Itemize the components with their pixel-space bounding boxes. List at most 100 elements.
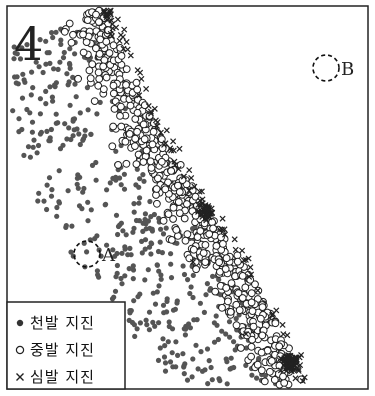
deep-quake-cross [205, 205, 212, 212]
shallow-quake-dot [74, 181, 80, 187]
shallow-quake-dot [215, 336, 221, 343]
deep-quake-cross [157, 129, 164, 136]
intermediate-quake-circle [176, 161, 185, 169]
shallow-quake-dot [29, 129, 35, 135]
intermediate-quake-circle [74, 74, 82, 83]
legend-box [6, 301, 126, 390]
shallow-quake-dot [146, 309, 153, 315]
shallow-quake-dot [161, 354, 168, 360]
intermediate-quake-circle [148, 140, 157, 149]
shallow-quake-dot [104, 242, 110, 248]
shallow-quake-dot [166, 319, 172, 325]
shallow-quake-dot [190, 356, 196, 362]
shallow-quake-dot [224, 381, 230, 387]
shallow-quake-dot [74, 126, 80, 132]
intermediate-quake-circle [85, 66, 94, 75]
intermediate-quake-circle [164, 210, 173, 219]
deep-quake-cross [147, 110, 155, 117]
shallow-quake-dot [62, 121, 68, 127]
intermediate-quake-circle [238, 294, 247, 302]
shallow-quake-dot [52, 82, 58, 88]
shallow-quake-dot [211, 320, 217, 326]
deep-quake-cross [247, 264, 254, 271]
site-b-marker [312, 54, 340, 82]
shallow-quake-dot [47, 135, 53, 141]
shallow-quake-dot [53, 29, 59, 35]
shallow-quake-dot [46, 175, 53, 181]
shallow-quake-dot [137, 176, 143, 182]
shallow-quake-dot [168, 251, 174, 257]
deep-quake-cross [138, 75, 145, 82]
shallow-quake-dot [68, 249, 74, 255]
intermediate-quake-circle [131, 134, 140, 143]
deep-quake-cross [109, 25, 116, 32]
shallow-quake-dot [17, 56, 24, 62]
deep-quake-cross [218, 226, 226, 233]
shallow-quake-dot [211, 339, 218, 345]
shallow-quake-dot [163, 225, 169, 231]
deep-quake-cross [151, 105, 158, 112]
deep-quake-cross [242, 330, 250, 338]
shallow-quake-dot [203, 292, 209, 298]
shallow-quake-dot [131, 225, 137, 231]
shallow-quake-dot [84, 249, 90, 255]
deep-quake-cross [191, 183, 198, 190]
shallow-quake-dot [33, 59, 39, 65]
deep-quake-cross [221, 231, 229, 238]
shallow-quake-dot [156, 283, 162, 289]
intermediate-quake-circle [218, 303, 226, 312]
shallow-quake-dot [66, 79, 72, 85]
shallow-quake-dot [58, 41, 64, 48]
deep-quake-cross [123, 38, 130, 46]
shallow-quake-dot [88, 207, 94, 213]
shallow-quake-dot [113, 212, 120, 218]
shallow-quake-dot [168, 261, 174, 267]
intermediate-quake-circle [234, 289, 243, 298]
intermediate-quake-circle [159, 216, 168, 225]
intermediate-quake-circle [139, 158, 148, 166]
shallow-quake-dot [122, 273, 128, 279]
shallow-quake-dot [94, 111, 100, 117]
shallow-quake-dot [37, 37, 43, 43]
shallow-quake-dot [133, 182, 139, 188]
shallow-quake-dot [142, 211, 148, 217]
shallow-quake-dot [160, 231, 167, 237]
shallow-quake-dot [60, 142, 66, 148]
shallow-quake-dot [210, 273, 216, 279]
intermediate-quake-circle [117, 122, 126, 131]
shallow-quake-dot [213, 313, 219, 319]
shallow-quake-dot [70, 74, 76, 80]
shallow-earthquakes [10, 26, 283, 387]
shallow-quake-dot [160, 302, 167, 308]
shallow-quake-dot [154, 289, 160, 295]
shallow-quake-dot [48, 193, 55, 199]
shallow-quake-dot [181, 271, 188, 278]
intermediate-quake-circle [222, 284, 231, 292]
shallow-quake-dot [27, 110, 33, 116]
shallow-quake-dot [119, 281, 125, 287]
shallow-quake-dot [161, 310, 167, 316]
intermediate-quake-circle [232, 300, 241, 309]
shallow-quake-dot [147, 198, 153, 205]
intermediate-quake-circle [131, 142, 139, 151]
intermediate-quake-circle [109, 81, 118, 90]
deep-quake-cross [154, 119, 161, 126]
shallow-quake-dot [130, 267, 137, 273]
intermediate-quake-circle [169, 203, 178, 212]
intermediate-quake-circle [248, 335, 257, 344]
intermediate-quake-circle [183, 200, 191, 208]
shallow-quake-dot [25, 144, 32, 150]
shallow-quake-dot [27, 154, 33, 160]
shallow-quake-dot [35, 142, 42, 149]
shallow-quake-dot [130, 263, 136, 269]
shallow-quake-dot [36, 64, 42, 70]
shallow-quake-dot [50, 34, 56, 41]
shallow-quake-dot [49, 94, 56, 100]
shallow-quake-dot [169, 326, 176, 332]
shallow-quake-dot [56, 200, 63, 206]
shallow-quake-dot [94, 268, 100, 274]
intermediate-quake-circle [95, 75, 104, 83]
intermediate-quake-circle [152, 185, 161, 193]
shallow-quake-dot [231, 339, 237, 345]
intermediate-quake-circle [175, 209, 184, 218]
